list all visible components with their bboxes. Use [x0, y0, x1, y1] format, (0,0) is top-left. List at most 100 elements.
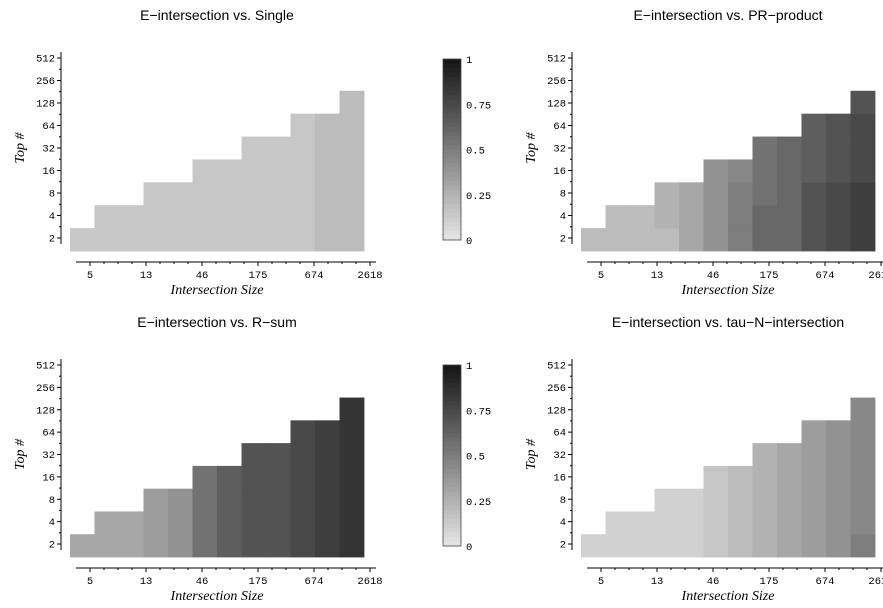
colorbar-step — [443, 523, 461, 529]
heatmap-cell — [752, 465, 778, 490]
heatmap-cell — [168, 534, 193, 558]
colorbar-tick-label: 1 — [466, 55, 472, 67]
heatmap-cell — [728, 511, 753, 535]
heatmap-cell — [605, 228, 631, 252]
heatmap-cell — [752, 228, 778, 252]
heatmap-cell — [850, 420, 876, 444]
colorbar-tick-label: 0.75 — [466, 100, 491, 112]
heatmap-cell — [777, 534, 802, 558]
y-tick-label: 2 — [49, 540, 55, 552]
colorbar-step — [443, 176, 461, 182]
heatmap-cell — [850, 159, 876, 183]
heatmap-cell — [703, 511, 729, 535]
y-tick-label: 16 — [42, 472, 55, 484]
heatmap-cell — [605, 205, 631, 229]
heatmap-panel-2: E−intersection vs. PR−product 512 256 128 64… — [524, 7, 883, 298]
y-tick-label: 2 — [560, 234, 566, 246]
heatmap-cell — [217, 182, 242, 206]
x-tick-label: 46 — [196, 576, 209, 588]
heatmap-cell — [826, 443, 851, 467]
heatmap-cell — [679, 228, 704, 252]
y-tick-label: 512 — [547, 54, 566, 66]
heatmap-cell — [217, 228, 242, 252]
y-tick-label: 32 — [42, 450, 55, 462]
heatmap-cell — [777, 182, 802, 206]
heatmap-cell — [826, 511, 851, 535]
y-tick-label: 32 — [42, 144, 55, 156]
heatmap-cell — [168, 205, 193, 229]
heatmap-cell — [826, 228, 851, 252]
heatmap-panel-4: E−intersection vs. tau−N−intersection512… — [524, 314, 883, 604]
x-tick-label: 13 — [140, 270, 153, 282]
heatmap-cell — [752, 488, 778, 512]
colorbar-frame — [442, 364, 462, 547]
colorbar-step — [443, 226, 461, 232]
heatmap-cell — [679, 205, 704, 229]
heatmap-cell — [826, 534, 851, 558]
heatmap-cell — [728, 205, 753, 229]
colorbar-step — [443, 221, 461, 227]
x-tick-label: 46 — [707, 270, 720, 282]
heatmap-cell — [777, 136, 802, 160]
y-tick-label: 128 — [547, 405, 566, 417]
heatmap-cell — [339, 113, 365, 137]
heatmap-cell — [119, 205, 144, 229]
heatmap-cell — [630, 511, 655, 535]
y-tick-label: 128 — [36, 99, 55, 111]
colorbar-step — [443, 500, 461, 506]
colorbar-step — [443, 374, 461, 379]
heatmap-cell — [679, 182, 704, 206]
heatmap-cell — [266, 534, 291, 558]
heatmap-cell — [266, 228, 291, 252]
heatmap-cell — [801, 113, 827, 137]
heatmap-cell — [630, 205, 655, 229]
colorbar-tick-label: 1 — [466, 361, 472, 373]
heatmap-cell — [850, 205, 876, 229]
heatmap-cell — [777, 488, 802, 512]
x-tick-label: 175 — [249, 576, 268, 588]
colorbar-step — [443, 414, 461, 420]
heatmap-cell — [850, 488, 876, 512]
y-tick-label: 64 — [42, 121, 55, 133]
x-tick-label: 674 — [305, 576, 324, 588]
colorbar-step — [443, 59, 461, 64]
y-tick-label: 4 — [49, 517, 55, 529]
heatmap-cell — [728, 465, 753, 490]
colorbar-step — [443, 117, 461, 123]
heatmap-cell — [752, 205, 778, 229]
y-tick-label: 256 — [36, 383, 55, 395]
colorbar-step — [443, 469, 461, 474]
heatmap-cell — [217, 205, 242, 229]
heatmap-cell — [290, 534, 316, 558]
colorbar-step — [443, 230, 461, 236]
colorbar-frame — [442, 58, 462, 241]
heatmap-cell — [241, 465, 267, 490]
colorbar-step — [443, 432, 461, 438]
heatmap-cell — [266, 443, 291, 467]
heatmap-cell — [339, 534, 365, 558]
y-tick-label: 4 — [560, 517, 566, 529]
heatmap-cell — [777, 205, 802, 229]
colorbar-step — [443, 464, 461, 470]
heatmap-cell — [315, 159, 340, 183]
heatmap-cell — [241, 443, 267, 467]
heatmap-cell — [94, 534, 120, 558]
heatmap-cell — [143, 205, 169, 229]
heatmap-cell — [728, 534, 753, 558]
x-tick-label: 2618 — [357, 576, 382, 588]
colorbar-step — [443, 181, 461, 187]
heatmap-panel-3: E−intersection vs. R−sum 512 256 128 64 32 16 8… — [13, 314, 383, 604]
x-tick-label: 175 — [760, 576, 779, 588]
colorbar-step — [443, 163, 461, 168]
heatmap-cell — [801, 465, 827, 490]
heatmap-cell — [850, 511, 876, 535]
y-tick-label: 8 — [560, 495, 566, 507]
heatmap-cell — [70, 228, 95, 252]
heatmap-cell — [168, 228, 193, 252]
heatmap-cell — [315, 420, 340, 444]
heatmap-cell — [315, 113, 340, 137]
heatmap-cell — [119, 511, 144, 535]
heatmap-cell — [217, 159, 242, 183]
heatmap-cell — [703, 488, 729, 512]
